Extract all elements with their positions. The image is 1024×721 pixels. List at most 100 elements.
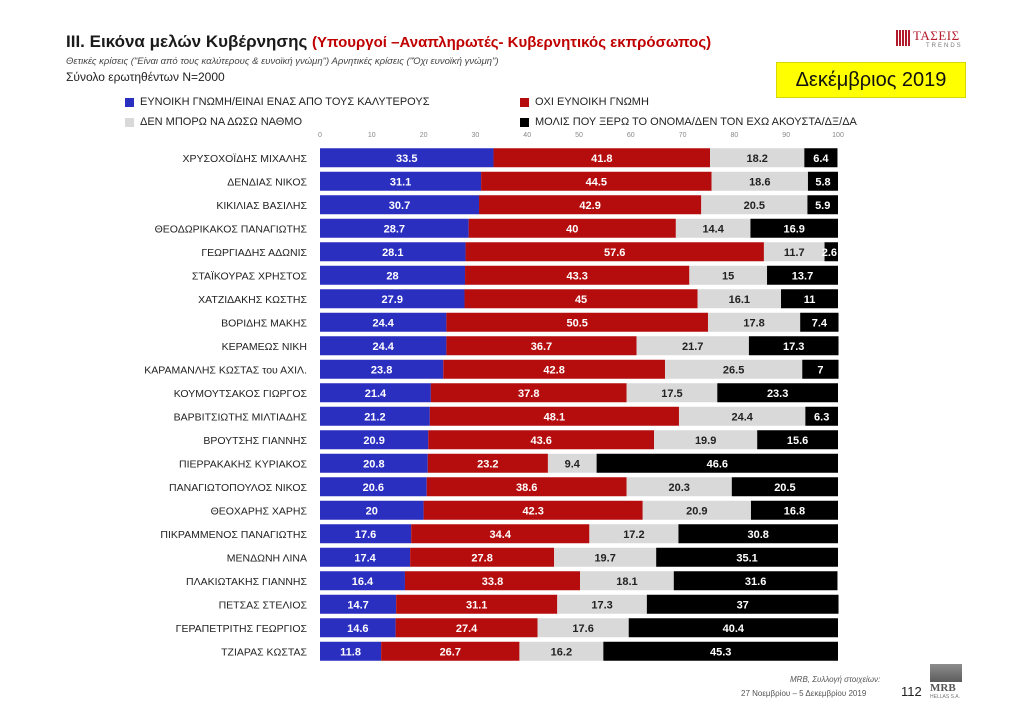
data-label: 23.8 [371,364,392,376]
data-label: 20.6 [363,482,384,494]
data-label: 17.8 [743,317,764,329]
bar-segment [430,383,627,403]
data-label: 6.3 [814,411,829,423]
data-label: 44.5 [586,176,607,188]
bar-segment [603,641,838,661]
data-label: 13.7 [792,270,813,282]
category-label: ΚΕΡΑΜΕΩΣ ΝΙΚΗ [222,341,307,353]
x-tick-label: 80 [731,132,739,139]
bar-segment [320,547,411,567]
data-label: 40.4 [723,623,745,635]
data-label: 21.2 [364,411,385,423]
bar-segment [320,406,430,426]
data-label: 28 [386,270,398,282]
bar-segment [580,571,674,591]
data-label: 18.2 [746,153,767,165]
category-label: ΘΕΟΧΑΡΗΣ ΧΑΡΗΣ [211,505,308,517]
x-tick-label: 50 [575,132,583,139]
data-label: 21.7 [682,341,703,353]
bar-segment [493,148,711,168]
data-label: 17.2 [623,529,644,541]
data-label: 5.9 [815,200,830,212]
data-label: 42.9 [579,200,600,212]
bar-segment [678,406,806,426]
legend-label-no-rating: ΔΕΝ ΜΠΟΡΩ ΝΑ ΔΩΣΩ ΝΑΘΜΟ [140,116,303,128]
data-label: 35.1 [736,552,757,564]
data-label: 18.6 [749,176,770,188]
data-label: 11.7 [784,247,805,259]
data-label: 20 [366,505,378,517]
tasis-logo-mark-icon [896,30,910,46]
bar-segment [465,265,690,285]
category-label: ΣΤΑΪΚΟΥΡΑΣ ΧΡΗΣΤΟΣ [192,270,308,282]
bar-segment [381,641,520,661]
legend-swatch-no-rating [125,117,134,127]
bar-segment [320,312,447,332]
data-label: 23.2 [477,458,498,470]
legend-item-unfavorable: ΟΧΙ ΕΥΝΟΙΚΗ ΓΝΩΜΗ [520,96,649,108]
bar-segment [404,571,581,591]
data-label: 37 [737,599,749,611]
bar-segment [320,594,397,614]
bar-segment [711,171,808,191]
category-label: ΤΖΙΑΡΑΣ ΚΩΣΤΑΣ [221,646,307,658]
legend-swatch-unfavorable [520,97,529,107]
data-label: 43.6 [530,435,551,447]
bar-segment [557,594,647,614]
data-label: 31.1 [390,176,411,188]
category-label: ΠΛΑΚΙΩΤΑΚΗΣ ΓΙΑΝΝΗΣ [186,576,307,588]
data-label: 6.4 [813,153,829,165]
data-label: 16.8 [784,505,805,517]
bar-segment [320,218,469,238]
category-label: ΒΡΟΥΤΣΗΣ ΓΙΑΝΝΗΣ [203,435,307,447]
data-label: 14.7 [347,599,368,611]
data-label: 27.8 [471,552,492,564]
bar-segment [465,242,764,262]
data-label: 57.6 [604,247,625,259]
data-label: 24.4 [372,341,394,353]
bar-segment [479,195,702,215]
x-tick-label: 40 [523,132,531,139]
data-label: 43.3 [566,270,587,282]
x-tick-label: 60 [627,132,635,139]
x-tick-label: 10 [368,132,376,139]
bar-segment [628,618,838,638]
data-label: 17.6 [355,529,376,541]
data-label: 31.6 [745,576,766,588]
data-label: 14.6 [347,623,368,635]
data-label: 16.2 [551,646,572,658]
data-label: 23.3 [767,388,788,400]
mrb-logo-mark-icon [930,664,962,682]
bar-segment [707,312,801,332]
bar-segment [697,289,782,309]
legend-swatch-barely-know [520,117,529,127]
data-label: 16.4 [352,576,374,588]
bar-segment [411,524,590,544]
bar-segment [807,195,838,215]
data-label: 16.1 [729,294,750,306]
x-tick-label: 0 [318,132,322,139]
footer-period: 27 Νοεμβρίου – 5 Δεκεμβρίου 2019 [741,689,867,698]
bar-segment [673,571,838,591]
data-label: 24.4 [372,317,394,329]
data-label: 36.7 [531,341,552,353]
bar-segment [710,148,805,168]
data-label: 26.7 [440,646,461,658]
category-label: ΔΕΝΔΙΑΣ ΝΙΚΟΣ [227,176,307,188]
bar-segment [464,289,698,309]
bar-segment [423,500,643,520]
data-label: 17.4 [354,552,376,564]
data-label: 20.9 [363,435,384,447]
data-label: 46.6 [707,458,728,470]
bar-segment [675,218,751,238]
bar-segment [320,336,447,356]
bar-segment [320,171,482,191]
bar-segment [654,430,758,450]
page-title: III. Εικόνα μελών Κυβέρνησης (Υπουργοί –… [66,32,711,52]
data-label: 37.8 [518,388,539,400]
data-label: 21.4 [365,388,387,400]
category-label: ΠΙΕΡΡΑΚΑΚΗΣ ΚΥΡΙΑΚΟΣ [179,458,308,470]
bar-segment [519,641,604,661]
data-label: 20.3 [669,482,690,494]
data-label: 14.4 [702,223,724,235]
